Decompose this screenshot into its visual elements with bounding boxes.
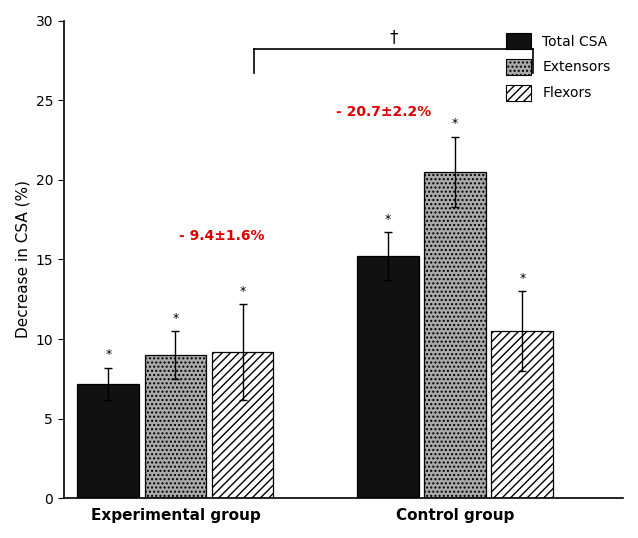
Legend: Total CSA, Extensors, Flexors: Total CSA, Extensors, Flexors [501,27,616,106]
Bar [145,355,206,498]
Text: †: † [389,28,398,46]
Bar [424,172,486,498]
Text: *: * [172,312,179,325]
Text: - 9.4±1.6%: - 9.4±1.6% [179,229,265,243]
Bar [212,352,274,498]
Text: - 20.7±2.2%: - 20.7±2.2% [336,105,431,119]
Text: *: * [239,285,246,298]
Text: *: * [519,272,526,285]
Text: *: * [385,213,391,226]
Bar [491,331,553,498]
Y-axis label: Decrease in CSA (%): Decrease in CSA (%) [15,180,30,338]
Bar [77,384,139,498]
Text: *: * [452,117,458,130]
Text: *: * [105,348,112,362]
Bar [357,256,419,498]
